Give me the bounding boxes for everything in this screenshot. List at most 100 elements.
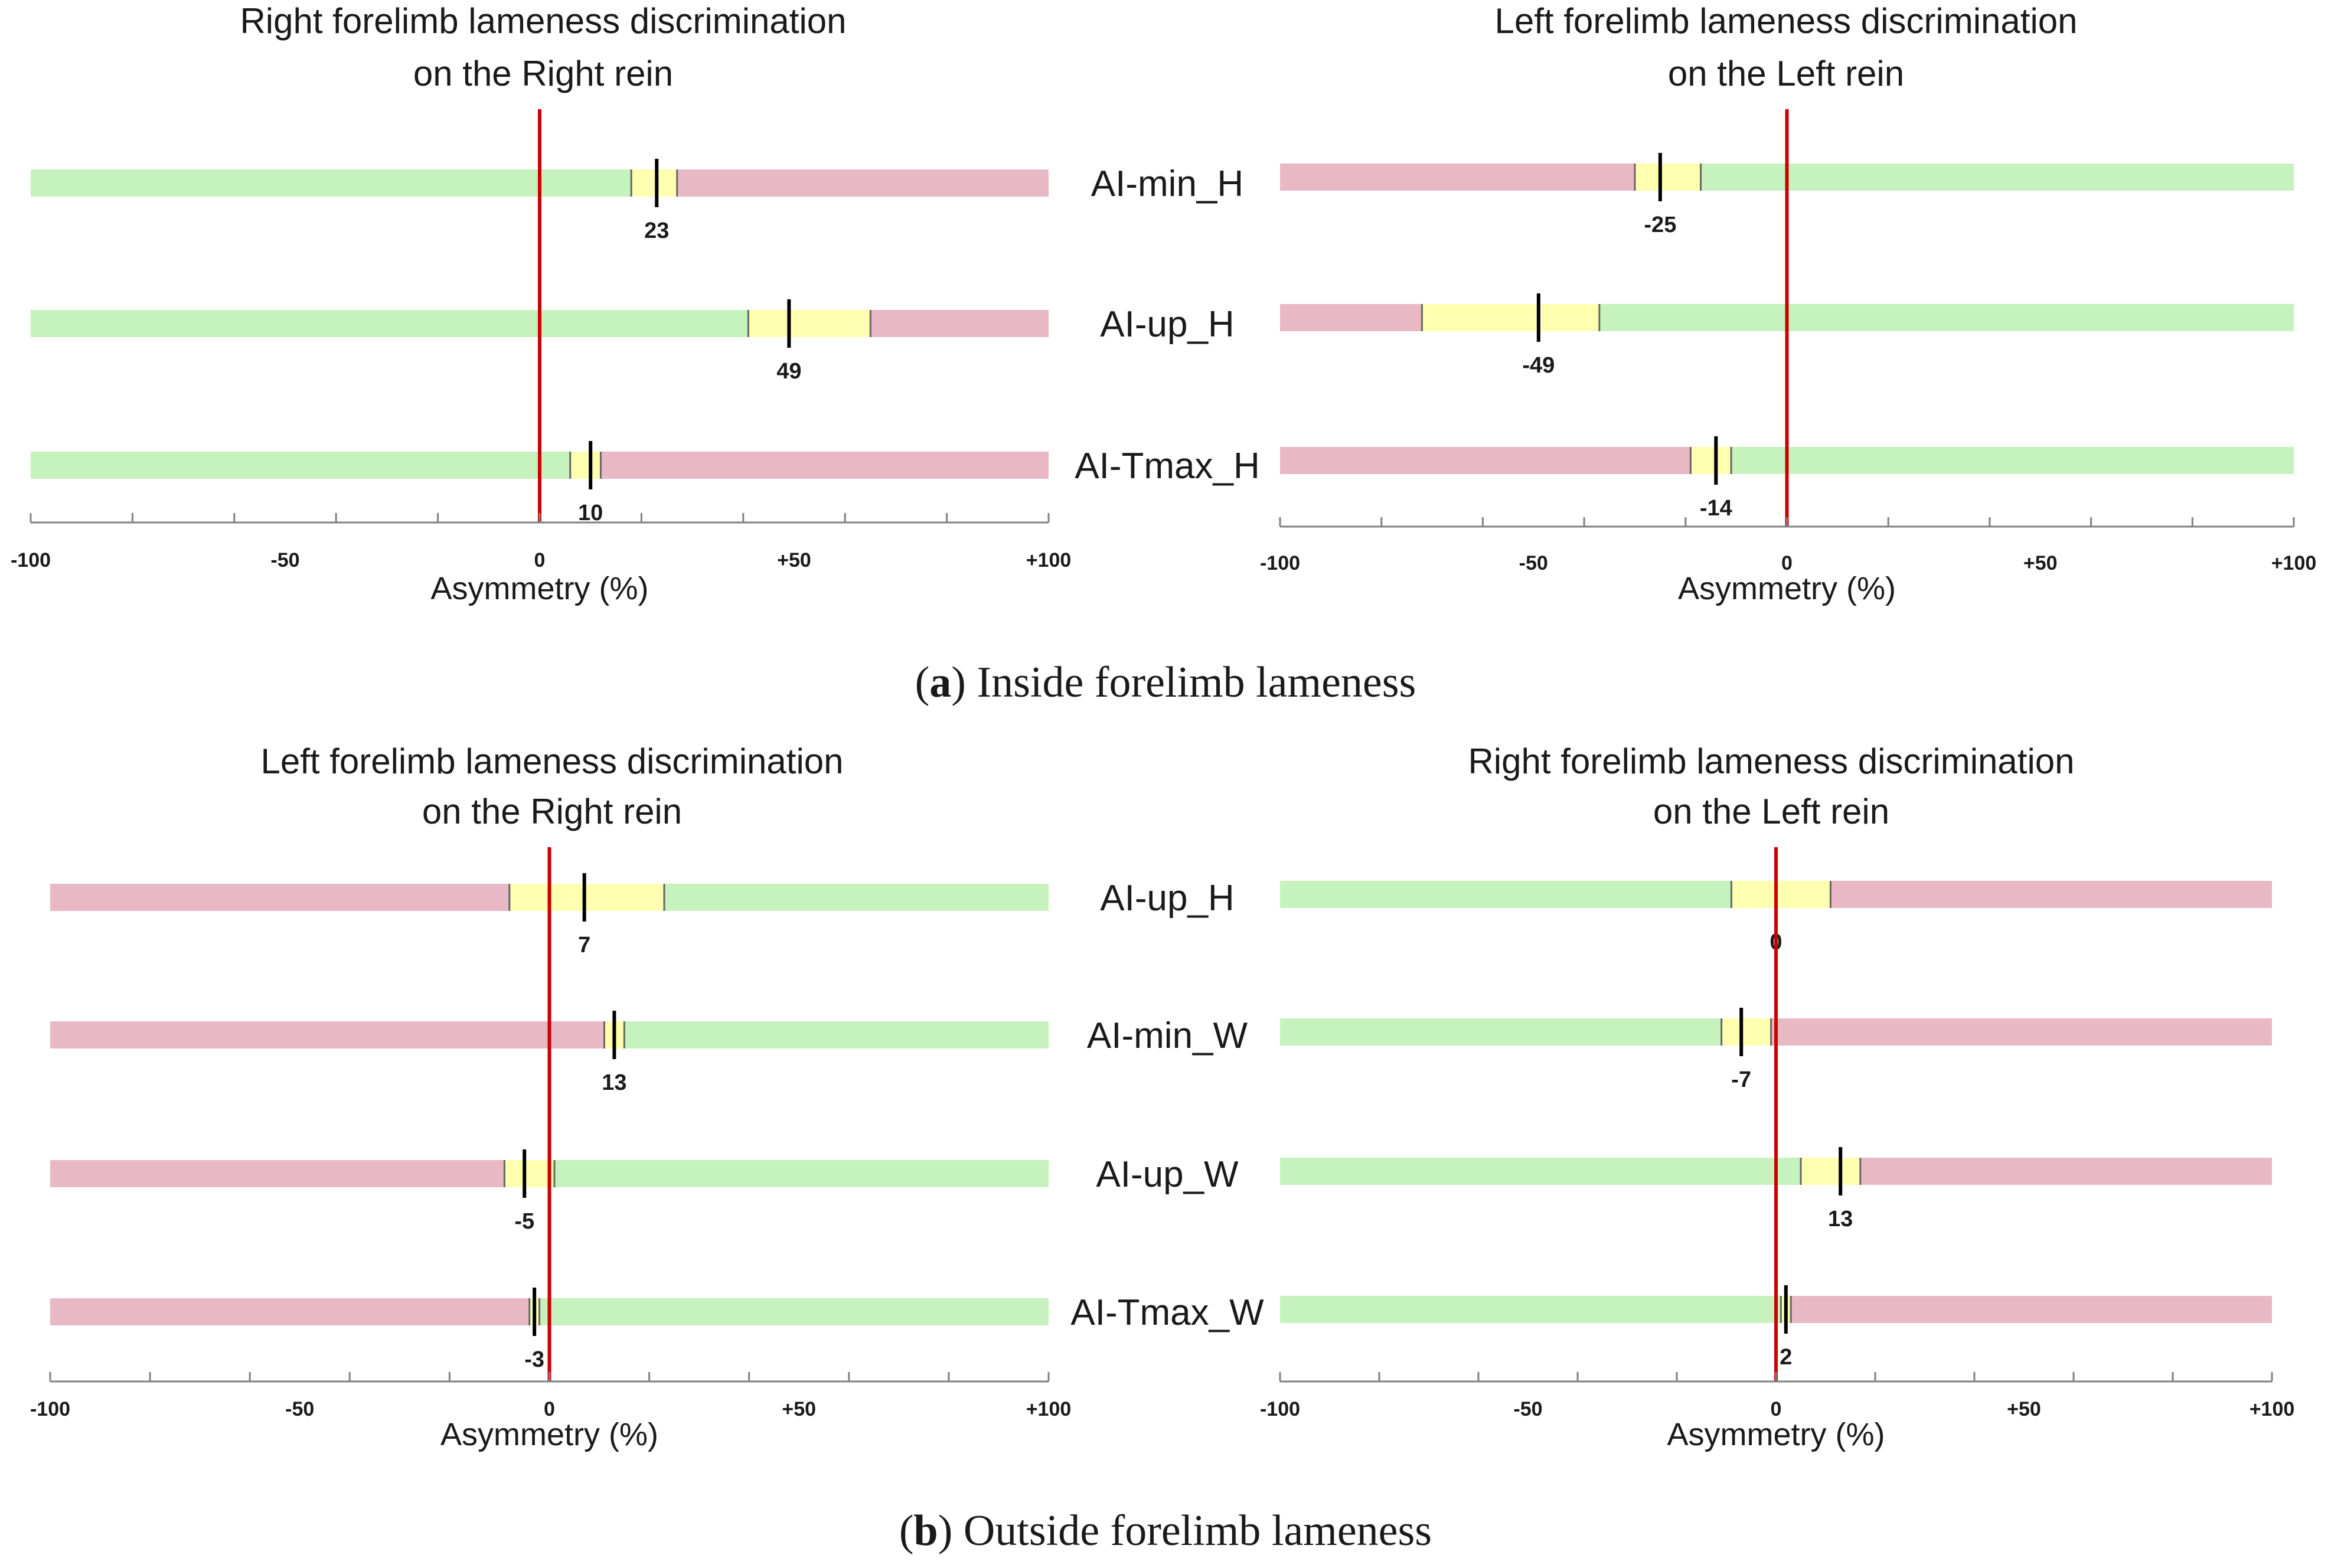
bar-segment-uncertain bbox=[570, 452, 601, 479]
x-tick-label: 0 bbox=[1781, 552, 1793, 574]
value-label: 13 bbox=[1828, 1207, 1853, 1231]
asymmetry-bar: 7 bbox=[50, 873, 1049, 958]
asymmetry-bar: -7 bbox=[1280, 1008, 2272, 1092]
chart-title-line: on the Left rein bbox=[1653, 792, 1889, 831]
caption-b: (b) Outside forelimb lameness bbox=[899, 1507, 1432, 1555]
bar-segment-high bbox=[1700, 164, 2294, 191]
bar-segment-low bbox=[50, 1160, 505, 1187]
bar-segment-uncertain bbox=[509, 884, 664, 911]
chart-title-line: Right forelimb lameness discrimination bbox=[1468, 741, 2074, 781]
bar-segment-low bbox=[1280, 447, 1691, 474]
chart-title-line: on the Right rein bbox=[413, 54, 673, 93]
x-tick-label: 0 bbox=[534, 549, 546, 571]
bar-segment-high bbox=[1860, 1158, 2272, 1185]
x-tick-label: 0 bbox=[544, 1398, 555, 1420]
value-label: -7 bbox=[1731, 1067, 1751, 1092]
x-tick-label: 0 bbox=[1771, 1398, 1782, 1420]
x-tick-label: +50 bbox=[2007, 1398, 2041, 1420]
x-tick-label: +100 bbox=[1026, 1398, 1072, 1420]
bar-segment-high bbox=[870, 310, 1049, 337]
asymmetry-bar: 49 bbox=[31, 299, 1049, 384]
bar-segment-low bbox=[31, 169, 632, 197]
x-tick-label: +100 bbox=[2250, 1398, 2295, 1420]
bar-segment-high bbox=[539, 1298, 1049, 1325]
asymmetry-bar: 13 bbox=[1280, 1147, 2272, 1231]
bar-segment-high bbox=[1599, 304, 2294, 331]
value-label: -25 bbox=[1644, 213, 1676, 237]
bar-segment-low bbox=[50, 884, 510, 911]
x-tick-label: +100 bbox=[1026, 549, 1072, 571]
bar-segment-high bbox=[1830, 881, 2272, 908]
chart-title-line: Right forelimb lameness discrimination bbox=[240, 1, 846, 41]
metric-label: AI-up_W bbox=[1096, 1154, 1239, 1195]
chart-panel-1: Right forelimb lameness discrimination on… bbox=[11, 1, 1260, 606]
bar-segment-uncertain bbox=[631, 169, 677, 197]
asymmetry-bar: 2 bbox=[1280, 1285, 2272, 1370]
bar-segment-uncertain bbox=[1634, 164, 1701, 191]
value-label: 10 bbox=[578, 501, 603, 525]
x-tick-label: +50 bbox=[2023, 552, 2058, 574]
bar-segment-uncertain bbox=[504, 1160, 554, 1187]
x-tick-label: -100 bbox=[11, 549, 51, 571]
asymmetry-bar: 13 bbox=[50, 1011, 1049, 1095]
x-tick-label: -50 bbox=[270, 549, 299, 571]
chart-panel-4: Right forelimb lameness discrimination on… bbox=[1260, 741, 2294, 1452]
x-tick-label: -100 bbox=[1260, 1398, 1300, 1420]
value-label: 7 bbox=[578, 933, 590, 958]
bar-segment-low bbox=[1280, 304, 1422, 331]
x-tick-label: -50 bbox=[1519, 552, 1548, 574]
bar-segment-high bbox=[664, 884, 1049, 911]
chart-panel-3: Left forelimb lameness discrimination on … bbox=[30, 741, 1264, 1452]
bar-segment-uncertain bbox=[1422, 304, 1599, 331]
x-tick-label: +100 bbox=[2271, 552, 2317, 574]
value-label: -5 bbox=[514, 1209, 534, 1234]
bar-segment-low bbox=[50, 1298, 530, 1325]
asymmetry-bar: 23 bbox=[31, 159, 1049, 243]
x-tick-label: +50 bbox=[777, 549, 811, 571]
chart-title-line: Left forelimb lameness discrimination bbox=[260, 741, 843, 781]
bar-segment-uncertain bbox=[748, 310, 871, 337]
bar-segment-high bbox=[1771, 1018, 2272, 1046]
x-axis-label: Asymmetry (%) bbox=[1667, 1417, 1885, 1452]
bar-segment-high bbox=[600, 452, 1049, 479]
value-label: -49 bbox=[1522, 353, 1555, 378]
bar-segment-low bbox=[50, 1021, 605, 1048]
asymmetry-bar: -3 bbox=[50, 1288, 1049, 1372]
x-tick-label: -50 bbox=[285, 1398, 314, 1420]
asymmetry-bar: 0 bbox=[1280, 870, 2272, 955]
x-tick-label: +50 bbox=[782, 1398, 816, 1420]
bar-segment-low bbox=[1280, 881, 1732, 908]
metric-label: AI-up_H bbox=[1100, 304, 1234, 345]
x-tick-label: -100 bbox=[1260, 552, 1300, 574]
bar-segment-uncertain bbox=[1721, 1018, 1771, 1046]
bar-segment-uncertain bbox=[1801, 1158, 1860, 1185]
metric-label: AI-up_H bbox=[1100, 878, 1234, 919]
bar-segment-low bbox=[1280, 1158, 1801, 1185]
chart-title-line: Left forelimb lameness discrimination bbox=[1494, 1, 2077, 41]
x-tick-label: -100 bbox=[30, 1398, 70, 1420]
asymmetry-bar: -14 bbox=[1280, 436, 2294, 521]
value-label: 23 bbox=[644, 218, 669, 243]
bar-segment-high bbox=[1731, 447, 2294, 474]
bar-segment-high bbox=[554, 1160, 1049, 1187]
bar-segment-low bbox=[31, 452, 570, 479]
bar-segment-low bbox=[1280, 164, 1635, 191]
bar-segment-high bbox=[677, 169, 1049, 197]
metric-label: AI-min_W bbox=[1087, 1015, 1248, 1056]
x-axis-label: Asymmetry (%) bbox=[1678, 571, 1896, 606]
metric-label: AI-Tmax_H bbox=[1075, 446, 1259, 486]
caption-a: (a) Inside forelimb lameness bbox=[915, 658, 1416, 707]
bar-segment-high bbox=[624, 1021, 1049, 1048]
bar-segment-uncertain bbox=[1731, 881, 1831, 908]
asymmetry-bar: 10 bbox=[31, 441, 1049, 525]
asymmetry-bar: -49 bbox=[1280, 293, 2294, 378]
metric-label: AI-Tmax_W bbox=[1070, 1292, 1264, 1333]
x-axis-label: Asymmetry (%) bbox=[431, 571, 649, 606]
x-tick-label: -50 bbox=[1513, 1398, 1542, 1420]
value-label: -14 bbox=[1700, 496, 1732, 521]
bar-segment-low bbox=[1280, 1296, 1781, 1323]
value-label: 13 bbox=[602, 1070, 626, 1095]
metric-label: AI-min_H bbox=[1091, 164, 1243, 204]
chart-panel-2: Left forelimb lameness discrimination on … bbox=[1260, 1, 2316, 606]
